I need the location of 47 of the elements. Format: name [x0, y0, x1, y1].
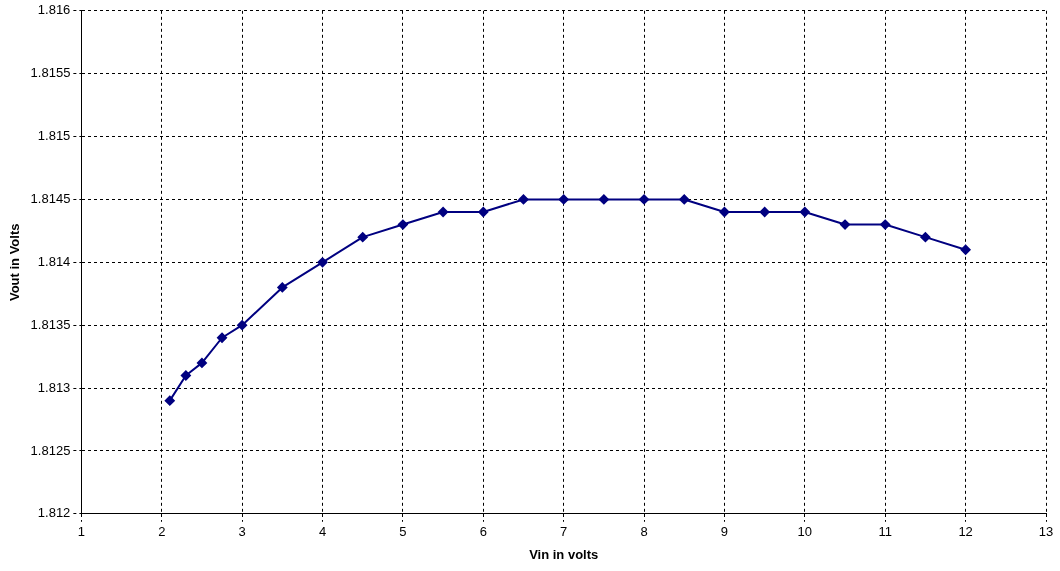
- point: [598, 194, 609, 205]
- point: [719, 207, 730, 217]
- x-tick-label: 4: [318, 524, 327, 540]
- point: [478, 207, 489, 217]
- x-tick-label: 7: [560, 524, 568, 540]
- point: [880, 219, 891, 230]
- point: [960, 244, 971, 255]
- x-tick-label: 13: [1038, 524, 1054, 540]
- point: [518, 194, 529, 205]
- point: [357, 232, 368, 243]
- x-tick-label: 6: [479, 524, 487, 540]
- point: [438, 207, 449, 217]
- y-tick-label: 1.8145: [30, 191, 71, 206]
- y-tick-label: 1.815: [37, 128, 71, 144]
- y-tick-label: 1.812: [37, 505, 71, 521]
- point: [920, 232, 931, 243]
- x-tick-label: 2: [158, 524, 166, 540]
- y-axis-title: Vout in Volts: [7, 223, 23, 302]
- y-tick-label: 1.8125: [30, 442, 71, 458]
- x-tick-label: 1: [77, 524, 85, 540]
- point: [639, 194, 650, 205]
- point: [217, 332, 228, 343]
- x-tick-label: 11: [878, 524, 892, 540]
- point: [277, 282, 288, 293]
- point: [799, 207, 810, 217]
- x-axis-title: Vin in volts: [529, 546, 599, 562]
- x-tick-label: 8: [640, 524, 648, 540]
- point: [180, 370, 191, 381]
- point: [840, 219, 851, 230]
- x-tick-label: 3: [238, 524, 246, 540]
- point: [397, 219, 408, 230]
- y-tick-label: 1.8155: [30, 65, 71, 81]
- point: [237, 320, 248, 331]
- y-tick-label: 1.814: [37, 253, 71, 269]
- y-tick-label: 1.8135: [30, 316, 71, 332]
- y-tick-label: 1.816: [37, 2, 71, 18]
- x-tick-label: 5: [399, 524, 407, 540]
- x-tick-label: 12: [958, 524, 973, 540]
- point: [558, 194, 569, 205]
- point: [196, 357, 207, 368]
- y-tick-label: 1.813: [37, 379, 71, 395]
- point: [317, 257, 328, 268]
- x-tick-label: 10: [797, 524, 813, 540]
- point: [759, 207, 770, 217]
- point: [164, 395, 175, 406]
- x-tick-label: 9: [720, 524, 729, 540]
- point: [679, 194, 690, 205]
